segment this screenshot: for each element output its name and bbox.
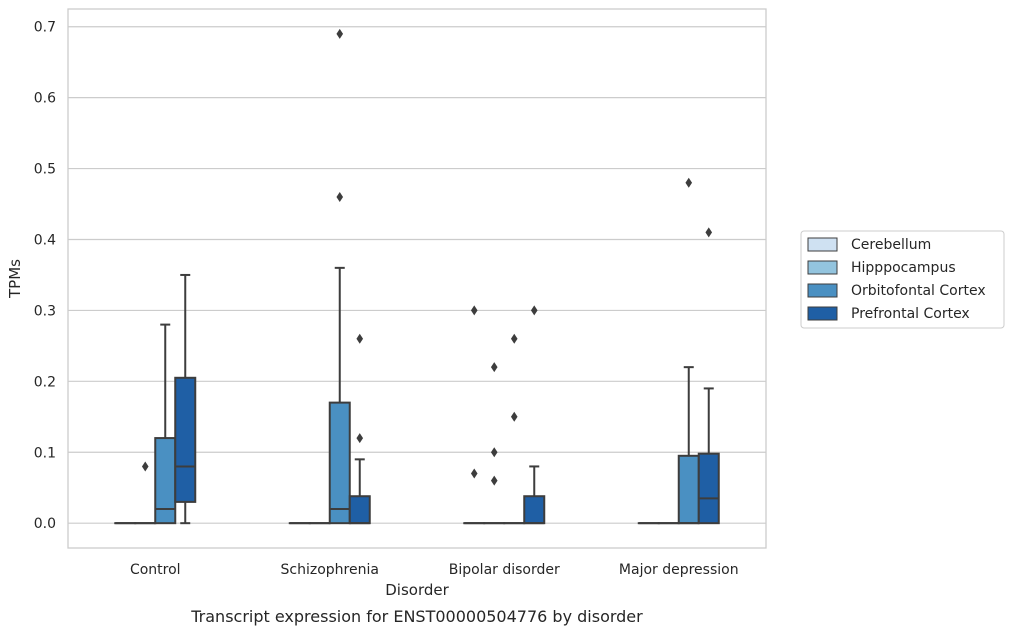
outlier-point	[356, 433, 364, 444]
outlier-point	[336, 191, 344, 202]
outlier-point	[510, 411, 518, 422]
box	[174, 376, 197, 503]
legend-swatch	[807, 283, 838, 298]
box	[348, 495, 371, 525]
box	[154, 437, 177, 525]
outlier-point	[705, 227, 713, 238]
x-tick-label: Bipolar disorder	[449, 562, 560, 578]
y-tick-label: 0.4	[34, 232, 56, 248]
legend-swatch	[807, 306, 838, 321]
box-series	[114, 28, 720, 525]
series-cerebellum	[114, 305, 660, 525]
y-axis-title: TPMs	[6, 259, 24, 299]
box	[697, 452, 720, 525]
legend-label: Orbitofontal Cortex	[851, 283, 986, 299]
y-tick-label: 0.6	[34, 91, 56, 107]
legend-label: Prefrontal Cortex	[851, 306, 970, 322]
outlier-point	[470, 305, 478, 316]
outlier-point	[470, 468, 478, 479]
x-axis-ticks: Control Schizophrenia Bipolar disorder Majo…	[130, 562, 739, 578]
series-orbitofontal-cortex	[154, 28, 700, 525]
outlier-point	[490, 475, 498, 486]
legend-frame	[800, 230, 1005, 329]
outlier-point	[336, 28, 344, 39]
box	[523, 495, 546, 525]
outlier-point	[490, 447, 498, 458]
box	[677, 454, 700, 525]
legend-label: Cerebellum	[851, 237, 931, 253]
legend-swatch	[807, 237, 838, 252]
box	[328, 401, 351, 525]
x-axis-title: Disorder	[385, 581, 449, 599]
legend: Cerebellum Hipppocampus Orbitofontal Corte…	[800, 230, 1005, 329]
outlier-point	[141, 461, 149, 472]
x-tick-label: Control	[130, 562, 181, 578]
outlier-point	[530, 305, 538, 316]
chart-caption: Transcript expression for ENST0000050477…	[190, 607, 643, 626]
series-prefrontal-cortex	[174, 227, 720, 525]
y-tick-label: 0.2	[34, 374, 56, 390]
plot-frame	[67, 8, 767, 549]
legend-swatch	[807, 260, 838, 275]
x-tick-label: Major depression	[619, 562, 739, 578]
outlier-point	[356, 333, 364, 344]
y-tick-label: 0.5	[34, 162, 56, 178]
y-axis-ticks: 0.0 0.1 0.2 0.3 0.4 0.5 0.6 0.7	[34, 20, 56, 532]
x-tick-label: Schizophrenia	[281, 562, 379, 578]
y-tick-label: 0.0	[34, 516, 56, 532]
y-tick-label: 0.3	[34, 303, 56, 319]
y-tick-label: 0.1	[34, 445, 56, 461]
y-tick-label: 0.7	[34, 20, 56, 36]
series-hipppocampus	[134, 362, 680, 525]
outlier-point	[510, 333, 518, 344]
outlier-point	[490, 362, 498, 373]
outlier-point	[685, 177, 693, 188]
legend-label: Hipppocampus	[851, 260, 956, 276]
